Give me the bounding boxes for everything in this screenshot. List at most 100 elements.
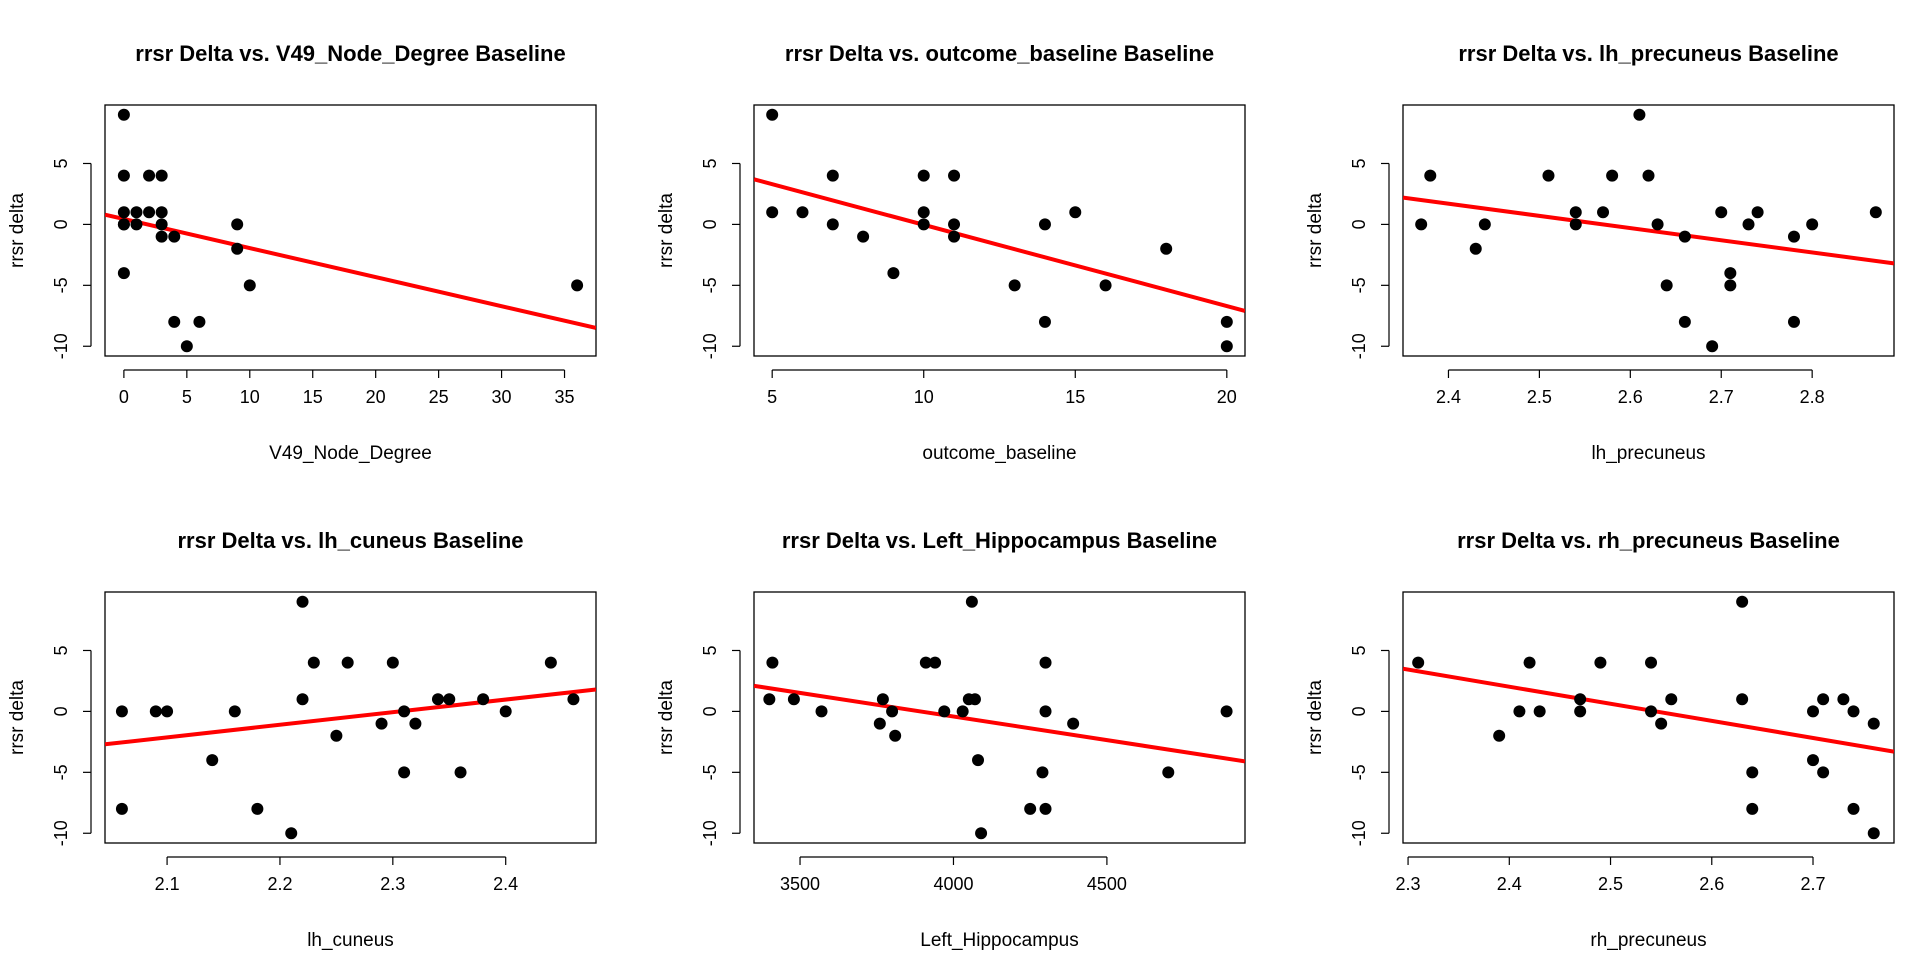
chart-panel-2: rrsr Delta vs. outcome_baseline Baseline… (656, 41, 1246, 464)
data-point (243, 279, 256, 292)
data-point (1412, 656, 1425, 669)
y-tick-label: 5 (1349, 158, 1369, 168)
data-point (115, 705, 128, 718)
data-point (1469, 242, 1482, 255)
x-tick-label: 10 (914, 387, 934, 407)
chart-title: rrsr Delta vs. Left_Hippocampus Baseline (782, 528, 1217, 553)
data-point (398, 766, 411, 779)
chart-title: rrsr Delta vs. lh_cuneus Baseline (177, 528, 523, 553)
data-point (1706, 340, 1719, 353)
x-tick-label: 5 (767, 387, 777, 407)
data-point (1039, 802, 1052, 815)
y-tick-label: 5 (700, 645, 720, 655)
x-tick-label: 2.7 (1709, 387, 1734, 407)
data-point (1569, 218, 1582, 231)
data-point (143, 206, 156, 219)
data-point (1513, 705, 1526, 718)
data-point (1415, 218, 1428, 231)
chart-panel-3: rrsr Delta vs. lh_precuneus Baseline 2.4 2… (1305, 41, 1895, 464)
y-tick-label: 0 (1349, 706, 1369, 716)
y-axis-label: rrsr delta (1305, 193, 1326, 268)
data-point (1807, 705, 1820, 718)
y-axis-label: rrsr delta (656, 680, 677, 755)
data-point (1651, 218, 1664, 231)
y-tick-label: 0 (700, 706, 720, 716)
data-point (130, 218, 143, 231)
x-tick-label: 4500 (1087, 874, 1127, 894)
data-point (1069, 206, 1082, 219)
data-point (787, 693, 800, 706)
data-point (1162, 766, 1175, 779)
data-point (1220, 315, 1233, 328)
data-point (968, 693, 981, 706)
data-point (1655, 717, 1668, 730)
y-tick-label: -10 (700, 333, 720, 359)
plot-frame (753, 591, 1246, 844)
data-point (1806, 218, 1819, 231)
data-point (1008, 279, 1021, 292)
y-tick-label: -5 (700, 277, 720, 293)
data-point (857, 230, 870, 243)
chart-title: rrsr Delta vs. V49_Node_Degree Baseline (135, 41, 565, 66)
data-point (1038, 315, 1051, 328)
data-point (886, 705, 899, 718)
x-tick-label: 30 (492, 387, 512, 407)
y-axis-label: rrsr delta (7, 680, 28, 755)
data-point (375, 717, 388, 730)
data-point (161, 705, 174, 718)
data-point (1787, 230, 1800, 243)
data-point (307, 656, 320, 669)
data-point (251, 802, 264, 815)
data-point (948, 169, 961, 182)
data-point (766, 206, 779, 219)
x-tick-label: 2.2 (267, 874, 292, 894)
data-point (815, 705, 828, 718)
data-point (115, 802, 128, 815)
x-axis-label: lh_precuneus (1591, 443, 1705, 464)
data-point (873, 717, 886, 730)
x-axis-label: V49_Node_Degree (269, 443, 432, 464)
regression-line (105, 687, 596, 747)
data-point (1751, 206, 1764, 219)
y-axis-label: rrsr delta (656, 193, 677, 268)
data-point (796, 206, 809, 219)
x-tick-label: 2.4 (1436, 387, 1461, 407)
data-point (975, 827, 988, 840)
plot-frame (104, 591, 597, 844)
data-point (1478, 218, 1491, 231)
data-point (409, 717, 422, 730)
regression-line (1403, 195, 1894, 266)
data-point (1594, 656, 1607, 669)
data-point (766, 656, 779, 669)
data-point (917, 206, 930, 219)
x-tick-label: 35 (555, 387, 575, 407)
data-point (155, 169, 168, 182)
data-point (149, 705, 162, 718)
data-point (1678, 315, 1691, 328)
x-tick-label: 5 (182, 387, 192, 407)
x-tick-label: 15 (303, 387, 323, 407)
data-point (1067, 717, 1080, 730)
data-point (117, 169, 130, 182)
data-point (228, 705, 241, 718)
data-point (1038, 218, 1051, 231)
data-point (948, 218, 961, 231)
data-point (1746, 802, 1759, 815)
data-point (1746, 766, 1759, 779)
x-tick-label: 25 (429, 387, 449, 407)
data-point (143, 169, 156, 182)
data-point (1742, 218, 1755, 231)
y-tick-label: -10 (51, 820, 71, 846)
y-tick-label: -5 (51, 277, 71, 293)
x-tick-label: 3500 (780, 874, 820, 894)
y-axis-label: rrsr delta (7, 193, 28, 268)
data-point (826, 169, 839, 182)
y-tick-label: -5 (51, 764, 71, 780)
plot-frame (104, 104, 597, 357)
data-point (1220, 340, 1233, 353)
x-tick-label: 2.4 (1497, 874, 1522, 894)
data-point (1817, 693, 1830, 706)
data-point (1523, 656, 1536, 669)
chart-panel-6: rrsr Delta vs. rh_precuneus Baseline 2.3 2… (1305, 528, 1895, 951)
data-point (763, 693, 776, 706)
